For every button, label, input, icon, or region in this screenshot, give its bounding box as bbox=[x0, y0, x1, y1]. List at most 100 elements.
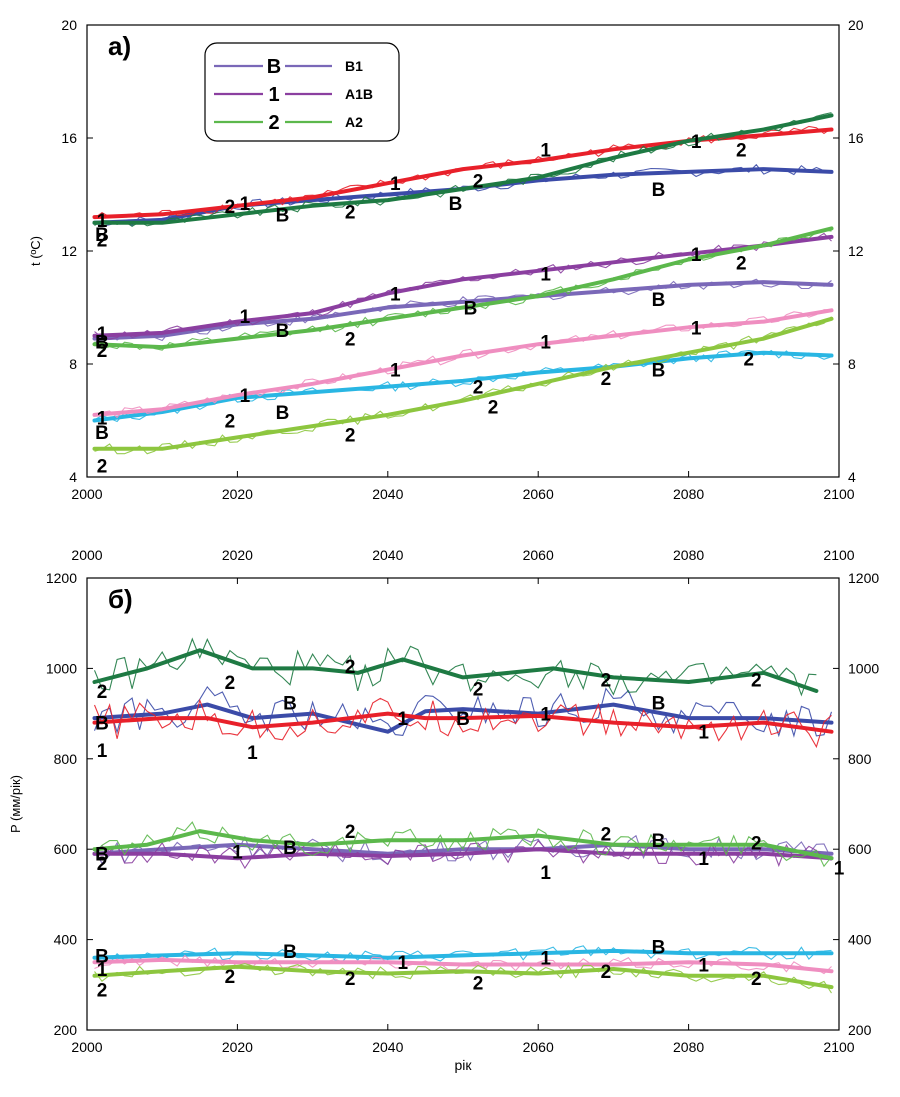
series-trend-line-A1B bbox=[92, 711, 834, 734]
curve-marker-label: 1 bbox=[540, 705, 551, 726]
curve-marker-label: 1 bbox=[240, 194, 251, 215]
y-tick-label: 4 bbox=[69, 469, 77, 485]
curve-marker-label: 1 bbox=[834, 858, 845, 879]
temperature-panel: 2000 2020 2040 2060 2080 21004812162048121620… bbox=[28, 17, 864, 502]
curve-marker-label: 1 bbox=[540, 332, 551, 353]
curve-marker-label: 1 bbox=[540, 140, 551, 161]
curve-marker-label: 2 bbox=[743, 349, 754, 370]
curve-marker-label: B bbox=[652, 937, 666, 958]
curve-marker-label: 2 bbox=[473, 378, 484, 399]
legend-marker: B bbox=[267, 56, 281, 78]
curve-marker-label: B bbox=[449, 194, 463, 215]
right-y-tick-label: 200 bbox=[848, 1022, 872, 1038]
curve-marker-label: 1 bbox=[97, 741, 108, 762]
curve-marker-label: 2 bbox=[473, 171, 484, 192]
curve-marker-label: 2 bbox=[601, 824, 612, 845]
legend: B B1 1 A1B 2 A2 bbox=[204, 42, 400, 142]
series-annual-line-A1B bbox=[94, 840, 832, 870]
curve-marker-label: 1 bbox=[240, 386, 251, 407]
curve-marker-label: 2 bbox=[736, 253, 747, 274]
right-y-tick-label: 800 bbox=[848, 751, 872, 767]
x-tick-label: 2100 bbox=[823, 1039, 854, 1055]
series-trend-line-A2 bbox=[92, 648, 819, 693]
curve-marker-label: 2 bbox=[601, 369, 612, 390]
curve-marker-label: B bbox=[652, 693, 666, 714]
curve-marker-label: B bbox=[95, 332, 109, 353]
curve-marker-label: B bbox=[652, 290, 666, 311]
curve-marker-label: 1 bbox=[390, 174, 401, 195]
x-tick-label: 2020 bbox=[222, 1039, 253, 1055]
right-y-tick-label: 12 bbox=[848, 243, 864, 259]
legend-entry-name: B1 bbox=[345, 58, 363, 74]
right-y-tick-label: 4 bbox=[848, 469, 856, 485]
y-tick-label: 20 bbox=[61, 17, 77, 33]
curve-marker-label: 2 bbox=[225, 673, 236, 694]
curve-marker-label: B bbox=[95, 225, 109, 246]
legend-entry-name: A2 bbox=[345, 114, 363, 130]
series-trend-line-A2 bbox=[92, 226, 834, 350]
x-tick-label: 2060 bbox=[523, 486, 554, 502]
curve-marker-label: 2 bbox=[751, 969, 762, 990]
right-y-tick-label: 16 bbox=[848, 130, 864, 146]
y-tick-label: 200 bbox=[54, 1022, 78, 1038]
series-trend-line-A1B bbox=[92, 957, 834, 974]
curve-marker-label: 1 bbox=[540, 863, 551, 884]
curve-marker-label: B bbox=[652, 831, 666, 852]
curve-marker-label: 2 bbox=[97, 457, 108, 478]
curve-marker-label: 1 bbox=[97, 960, 108, 981]
top-x-tick-label: 2040 bbox=[372, 547, 403, 563]
series-trend-line-B1 bbox=[92, 948, 834, 960]
panel-label: б) bbox=[108, 584, 133, 614]
curve-marker-label: 1 bbox=[97, 211, 108, 232]
plot-frame bbox=[86, 577, 840, 1031]
curve-marker-label: 1 bbox=[398, 709, 409, 730]
curve-marker-label: 1 bbox=[97, 409, 108, 430]
series-annual-line-A2 bbox=[94, 821, 832, 868]
top-x-tick-label: 2020 bbox=[222, 547, 253, 563]
right-y-tick-label: 1200 bbox=[848, 570, 879, 586]
series-trend-line-A1B bbox=[92, 234, 834, 338]
right-y-tick-label: 8 bbox=[848, 356, 856, 372]
curve-marker-label: 1 bbox=[540, 265, 551, 286]
curve-marker-label: B bbox=[652, 361, 666, 382]
series-trend-line-A2 bbox=[92, 316, 834, 451]
x-tick-label: 2000 bbox=[71, 1039, 102, 1055]
curve-marker-label: B bbox=[456, 709, 470, 730]
curve-marker-label: 2 bbox=[345, 657, 356, 678]
series-annual-line-B1 bbox=[94, 349, 832, 423]
x-tick-label: 2020 bbox=[222, 486, 253, 502]
series-trend-line-A2 bbox=[92, 964, 834, 990]
curve-marker-label: B bbox=[276, 205, 290, 226]
curve-marker-label: B bbox=[283, 693, 297, 714]
legend-entry-name: A1B bbox=[345, 86, 373, 102]
right-y-tick-label: 600 bbox=[848, 841, 872, 857]
curve-marker-label: B bbox=[95, 946, 109, 967]
series-trend-line-B1 bbox=[92, 350, 834, 423]
right-y-tick-label: 400 bbox=[848, 932, 872, 948]
curve-marker-label: B bbox=[276, 403, 290, 424]
curve-marker-label: 2 bbox=[97, 341, 108, 362]
curve-marker-label: 2 bbox=[473, 680, 484, 701]
curve-marker-label: 2 bbox=[345, 202, 356, 223]
legend-marker-bg bbox=[263, 111, 285, 133]
curve-marker-label: B bbox=[276, 321, 290, 342]
series-trend-line-A2 bbox=[92, 829, 834, 861]
legend-marker: 1 bbox=[268, 84, 279, 106]
curve-marker-label: B bbox=[95, 845, 109, 866]
curve-marker-label: 1 bbox=[390, 284, 401, 305]
curve-marker-label: 2 bbox=[97, 682, 108, 703]
y-tick-label: 600 bbox=[54, 841, 78, 857]
curve-marker-label: 2 bbox=[751, 671, 762, 692]
x-tick-label: 2000 bbox=[71, 486, 102, 502]
curve-marker-label: 2 bbox=[345, 822, 356, 843]
curve-marker-label: 1 bbox=[390, 361, 401, 382]
y-tick-label: 8 bbox=[69, 356, 77, 372]
curve-marker-label: 2 bbox=[345, 426, 356, 447]
top-x-tick-label: 2060 bbox=[523, 547, 554, 563]
x-axis-label: рік bbox=[454, 1057, 472, 1073]
curve-marker-label: B bbox=[464, 299, 478, 320]
curve-marker-label: 2 bbox=[97, 980, 108, 1001]
series-trend-line-A1B bbox=[92, 847, 834, 861]
